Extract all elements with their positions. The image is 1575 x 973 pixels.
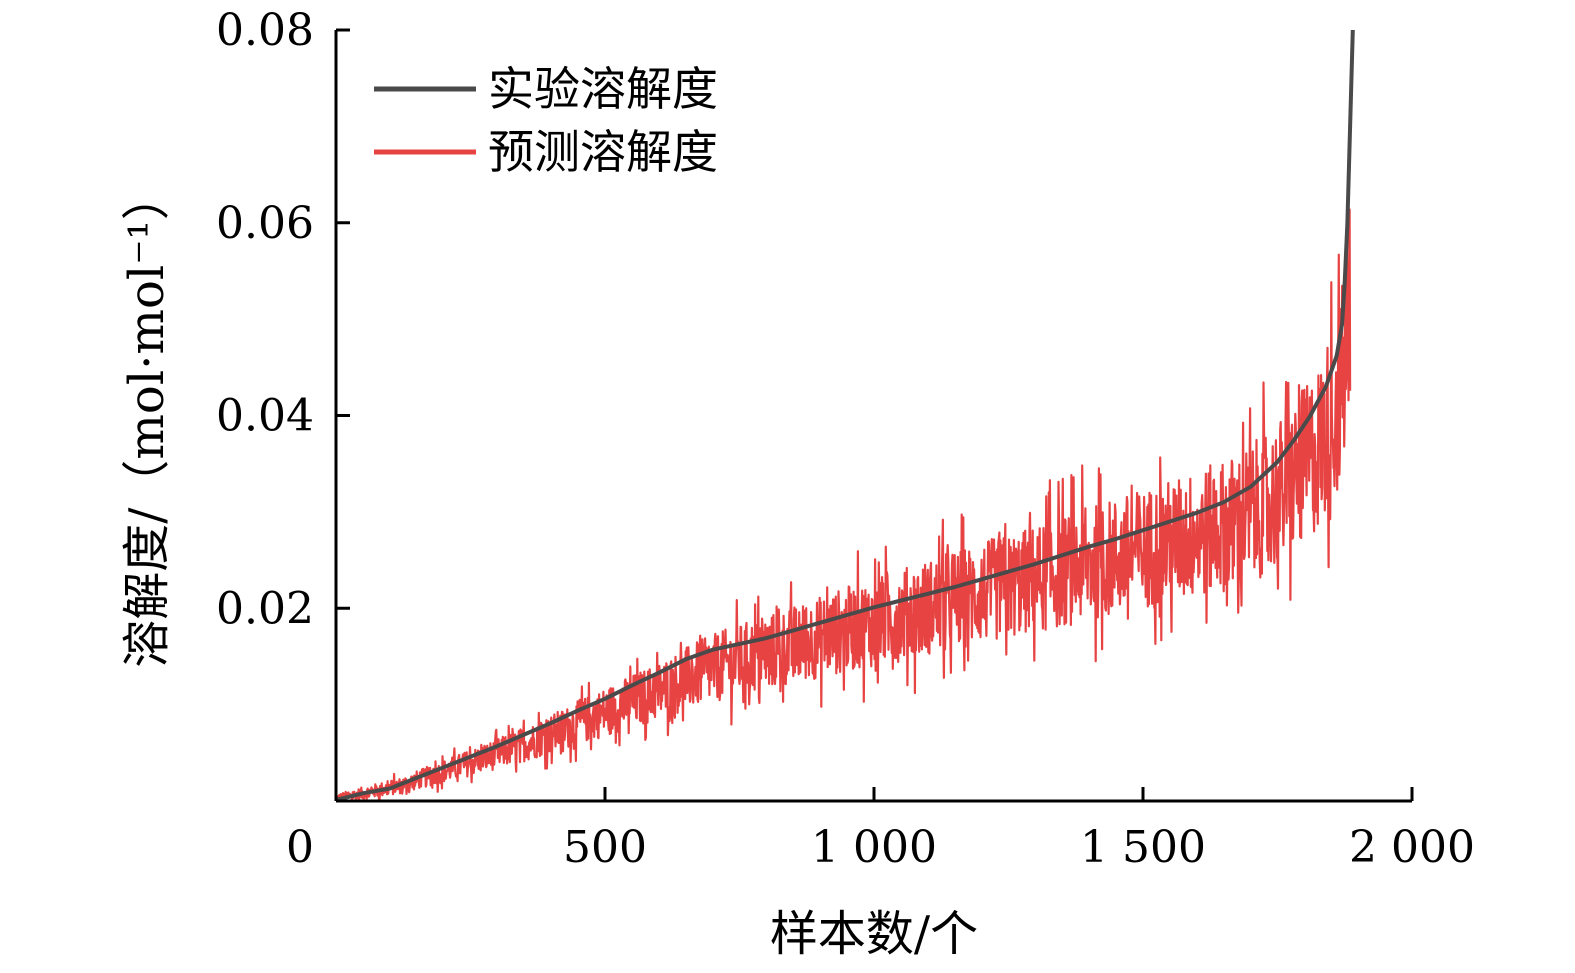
plot-area (335, 29, 1355, 803)
legend-label-series-1: 预测溶解度 (488, 125, 718, 179)
x-tick-label: 500 (563, 822, 647, 873)
x-ticks: 0 500 1 000 1 500 2 000 (286, 787, 1475, 873)
y-tick-label: 0.08 (216, 5, 314, 56)
y-ticks: 0.02 0.04 0.06 0.08 (216, 5, 350, 634)
y-tick-label: 0.04 (216, 391, 314, 442)
series-line-experimental (335, 29, 1355, 802)
x-tick-label: 0 (286, 822, 314, 873)
legend: 实验溶解度 预测溶解度 (374, 62, 718, 179)
y-tick-label: 0.06 (216, 198, 314, 249)
y-tick-label: 0.02 (216, 583, 314, 634)
x-axis-title: 样本数/个 (770, 906, 978, 962)
x-tick-label: 1 000 (811, 822, 937, 873)
x-tick-label: 1 500 (1080, 822, 1206, 873)
legend-label-series-0: 实验溶解度 (488, 62, 718, 116)
y-axis-title: 溶解度/（mol·mol⁻¹） (119, 172, 175, 668)
series-line-predicted (335, 208, 1352, 803)
x-tick-label: 2 000 (1349, 822, 1475, 873)
